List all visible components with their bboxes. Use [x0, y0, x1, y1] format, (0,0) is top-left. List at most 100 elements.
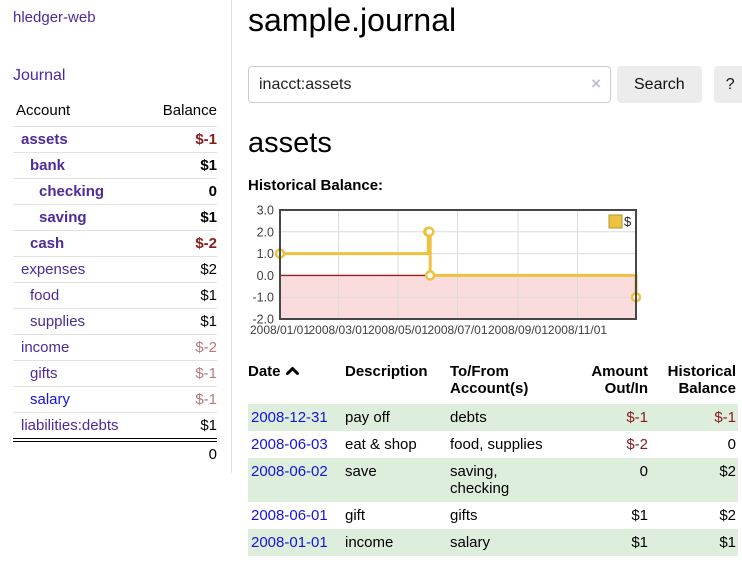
- account-link[interactable]: supplies: [30, 313, 86, 330]
- account-link[interactable]: saving: [39, 209, 87, 226]
- historical-balance-chart: $3.0 2.0 1.0 0.0 -1.0 -2.02008/01/012008/03/0…: [250, 204, 642, 337]
- transaction-balance: $-1: [650, 404, 738, 431]
- accounts-total-row: 0: [13, 438, 217, 467]
- svg-text:0.0: 0.0: [257, 269, 274, 283]
- accounts-total-balance: 0: [145, 438, 217, 467]
- transaction-date-link[interactable]: 2008-06-01: [251, 507, 328, 524]
- sidebar: hledger-web Journal Account Balance asse…: [0, 0, 232, 473]
- svg-text:3.0: 3.0: [257, 204, 274, 218]
- account-balance: $-2: [145, 334, 217, 361]
- svg-text:2008/01/01: 2008/01/01: [250, 323, 310, 337]
- search-form: × Search ?: [248, 66, 742, 103]
- transaction-description: income: [345, 529, 450, 556]
- register-header-balance: Historical Balance: [667, 363, 736, 397]
- transaction-date-link[interactable]: 2008-06-02: [251, 463, 328, 480]
- transaction-accounts: food, supplies: [450, 436, 543, 453]
- transaction-description: pay off: [345, 404, 450, 431]
- svg-text:-1.0: -1.0: [252, 291, 274, 305]
- account-link[interactable]: cash: [30, 235, 65, 252]
- account-balance: $1: [145, 152, 217, 179]
- clear-search-icon[interactable]: ×: [591, 74, 601, 93]
- account-link[interactable]: salary: [30, 391, 71, 408]
- account-row-assets: assets $-1: [13, 126, 217, 153]
- transaction-date-link[interactable]: 2008-01-01: [251, 534, 328, 551]
- account-link[interactable]: liabilities:debts: [21, 417, 119, 434]
- account-row-saving: saving $1: [13, 204, 217, 231]
- transaction-accounts: debts: [450, 404, 565, 431]
- account-row-supplies: supplies $1: [13, 308, 217, 335]
- account-link[interactable]: bank: [30, 157, 66, 174]
- account-link[interactable]: expenses: [21, 261, 86, 278]
- sort-asc-icon: [285, 363, 300, 380]
- chart-label: Historical Balance:: [248, 177, 384, 194]
- account-link[interactable]: income: [21, 339, 70, 356]
- transaction-accounts: saving, checking: [450, 458, 565, 502]
- account-balance: $2: [145, 256, 217, 283]
- account-link[interactable]: gifts: [30, 365, 58, 382]
- svg-text:2008/11/01: 2008/11/01: [548, 323, 607, 337]
- accounts-header-account: Account: [16, 102, 71, 119]
- account-link[interactable]: food: [30, 287, 60, 304]
- account-row-liabilities-debts: liabilities:debts $1: [13, 412, 217, 440]
- help-button[interactable]: ?: [713, 66, 742, 103]
- account-balance: $1: [145, 204, 217, 231]
- search-box: ×: [248, 66, 611, 103]
- account-balance: $1: [145, 308, 217, 335]
- account-link[interactable]: assets: [21, 131, 68, 148]
- transaction-balance: $2: [719, 507, 736, 524]
- app-title-link[interactable]: hledger-web: [13, 9, 96, 26]
- account-balance: $-1: [145, 126, 217, 153]
- account-row-expenses: expenses $2: [13, 256, 217, 283]
- svg-text:2008/09/01: 2008/09/01: [488, 323, 548, 337]
- transaction-date-link[interactable]: 2008-06-03: [251, 436, 328, 453]
- search-input[interactable]: [248, 66, 611, 103]
- register-header-date[interactable]: Date: [248, 361, 345, 404]
- register-row: 2008-06-02 save saving, checking 0 $2: [248, 458, 738, 502]
- account-balance: $-1: [145, 386, 217, 413]
- sidebar-item-journal[interactable]: Journal: [13, 67, 66, 84]
- register-row: 2008-01-01 income salary $1 $1: [248, 529, 738, 556]
- transaction-description: gift: [345, 507, 366, 524]
- transaction-amount: $1: [631, 507, 648, 524]
- account-row-cash: cash $-2: [13, 230, 217, 257]
- transaction-date-link[interactable]: 2008-12-31: [251, 409, 328, 426]
- register-header-description: Description: [345, 363, 428, 380]
- accounts-header-balance: Balance: [162, 102, 217, 119]
- account-balance: $1: [145, 412, 217, 440]
- transaction-amount: $-2: [626, 436, 648, 453]
- accounts-header-row: Account Balance: [13, 100, 217, 127]
- transaction-balance: $1: [650, 529, 738, 556]
- account-row-income: income $-2: [13, 334, 217, 361]
- svg-text:-2.0: -2.0: [252, 313, 274, 327]
- svg-text:$: $: [624, 214, 632, 229]
- register-row: 2008-12-31 pay off debts $-1 $-1: [248, 404, 738, 431]
- account-balance: $-1: [145, 360, 217, 387]
- transaction-balance: 0: [727, 436, 736, 453]
- transaction-amount: $1: [565, 529, 650, 556]
- transaction-amount: $-1: [565, 404, 650, 431]
- register-row: 2008-06-01 gift gifts $1 $2: [248, 502, 738, 529]
- account-row-salary: salary $-1: [13, 386, 217, 413]
- svg-text:1.0: 1.0: [257, 247, 274, 261]
- account-row-bank: bank $1: [13, 152, 217, 179]
- transaction-balance: $2: [650, 458, 738, 502]
- transaction-description: save: [345, 458, 450, 502]
- search-button[interactable]: Search: [617, 66, 702, 103]
- account-heading: assets: [248, 127, 332, 159]
- account-row-checking: checking 0: [13, 178, 217, 205]
- account-balance: 0: [145, 178, 217, 205]
- page-title: sample.journal: [248, 2, 457, 38]
- svg-text:2008/07/01: 2008/07/01: [427, 323, 487, 337]
- main-content: sample.journal × Search ? assets Histori…: [232, 0, 742, 578]
- svg-text:2008/05/01: 2008/05/01: [368, 323, 428, 337]
- svg-text:2008/03/01: 2008/03/01: [308, 323, 368, 337]
- account-balance: $-2: [145, 230, 217, 257]
- account-row-food: food $1: [13, 282, 217, 309]
- account-link[interactable]: checking: [39, 183, 105, 200]
- register-header-amount: Amount Out/In: [591, 363, 648, 397]
- register-header-row: Date Description To/From Account(s) Amou…: [248, 361, 738, 404]
- accounts-table: Account Balance assets $-1 bank $1 check…: [13, 100, 217, 467]
- register-table: Date Description To/From Account(s) Amou…: [248, 361, 738, 556]
- transaction-description: eat & shop: [345, 436, 417, 453]
